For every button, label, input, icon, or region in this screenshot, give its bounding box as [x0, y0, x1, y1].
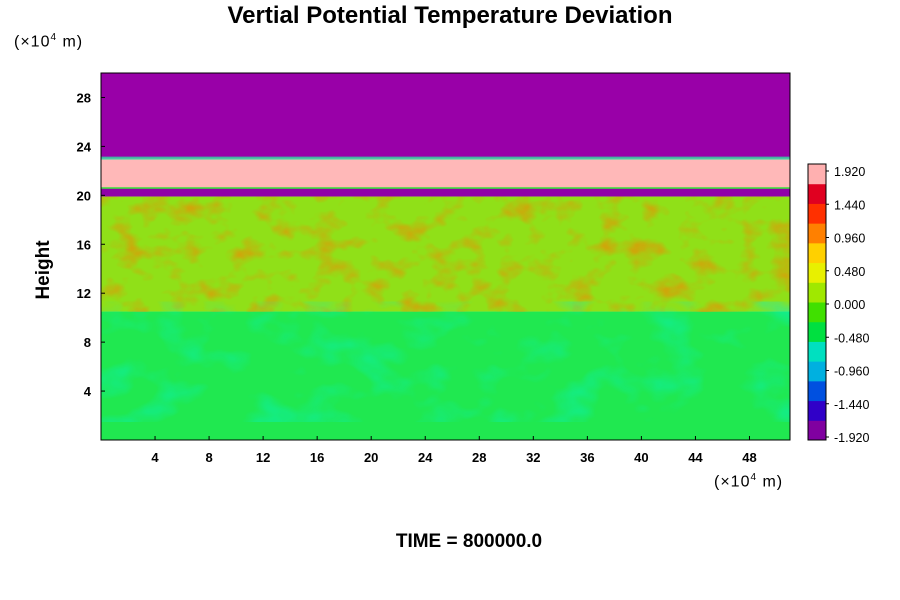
band-bottom-edge — [101, 186, 790, 189]
y-tick-label: 20 — [77, 188, 91, 203]
x-tick-label: 8 — [205, 450, 212, 465]
colorbar-segment — [808, 183, 826, 204]
x-tick-label: 16 — [310, 450, 324, 465]
band-top-edge — [101, 156, 790, 160]
x-tick-label: 24 — [418, 450, 433, 465]
x-tick-label: 20 — [364, 450, 378, 465]
colorbar-segment — [808, 400, 826, 421]
colorbar-tick-label: 0.000 — [834, 298, 865, 312]
y-tick-label: 12 — [77, 286, 91, 301]
colorbar-segment — [808, 420, 826, 441]
y-tick-label: 24 — [77, 139, 92, 154]
y-axis-unit: (×104 m) — [14, 32, 84, 51]
x-tick-label: 36 — [580, 450, 594, 465]
colorbar-segment — [808, 361, 826, 382]
colorbar-segment — [808, 223, 826, 244]
x-tick-label: 32 — [526, 450, 540, 465]
x-tick-label: 28 — [472, 450, 486, 465]
colorbar-frame — [807, 163, 827, 441]
colorbar-tick-label: -0.480 — [834, 331, 869, 345]
colorbar-segment — [808, 321, 826, 342]
colorbar-tick-label: 0.480 — [834, 265, 865, 279]
colorbar-segment — [808, 341, 826, 362]
x-tick-label: 44 — [688, 450, 703, 465]
turbulence-texture-mid — [101, 196, 790, 312]
colorbar-segment — [808, 203, 826, 224]
colorbar-segment — [808, 302, 826, 323]
y-tick-label: 8 — [84, 335, 91, 350]
colorbar-segment — [808, 262, 826, 283]
colorbar-segment — [808, 282, 826, 303]
colorbar-tick-label: 0.960 — [834, 232, 865, 246]
colorbar-tick-label: 1.440 — [834, 198, 865, 212]
colorbar: 1.920 1.440 0.960 0.480 0.000 -0.480 -0.960 -1.… — [807, 163, 869, 445]
x-axis-unit: (×104 m) — [714, 472, 784, 491]
colorbar-tick-label: -0.960 — [834, 365, 869, 379]
y-tick-label: 16 — [77, 237, 91, 252]
time-label: TIME = 800000.0 — [395, 531, 543, 552]
y-tick-label: 28 — [77, 90, 91, 105]
x-tick-label: 4 — [151, 450, 159, 465]
colorbar-tick-label: -1.440 — [834, 398, 869, 412]
x-tick-label: 48 — [742, 450, 756, 465]
y-tick-label: 4 — [84, 384, 92, 399]
colorbar-segment — [808, 242, 826, 264]
layer-thin-band — [101, 187, 790, 197]
turbulence-texture-lower — [101, 301, 790, 422]
x-tick-label: 12 — [256, 450, 270, 465]
layer-band — [101, 158, 790, 188]
x-tick-label: 40 — [634, 450, 648, 465]
colorbar-tick-label: -1.920 — [834, 431, 869, 445]
colorbar-segment — [808, 380, 826, 402]
chart-title: Vertial Potential Temperature Deviation — [227, 2, 673, 29]
colorbar-tick-label: 1.920 — [834, 165, 865, 179]
plot-frame — [100, 72, 791, 441]
colorbar-segment — [808, 164, 826, 185]
layer-upper — [101, 73, 790, 159]
